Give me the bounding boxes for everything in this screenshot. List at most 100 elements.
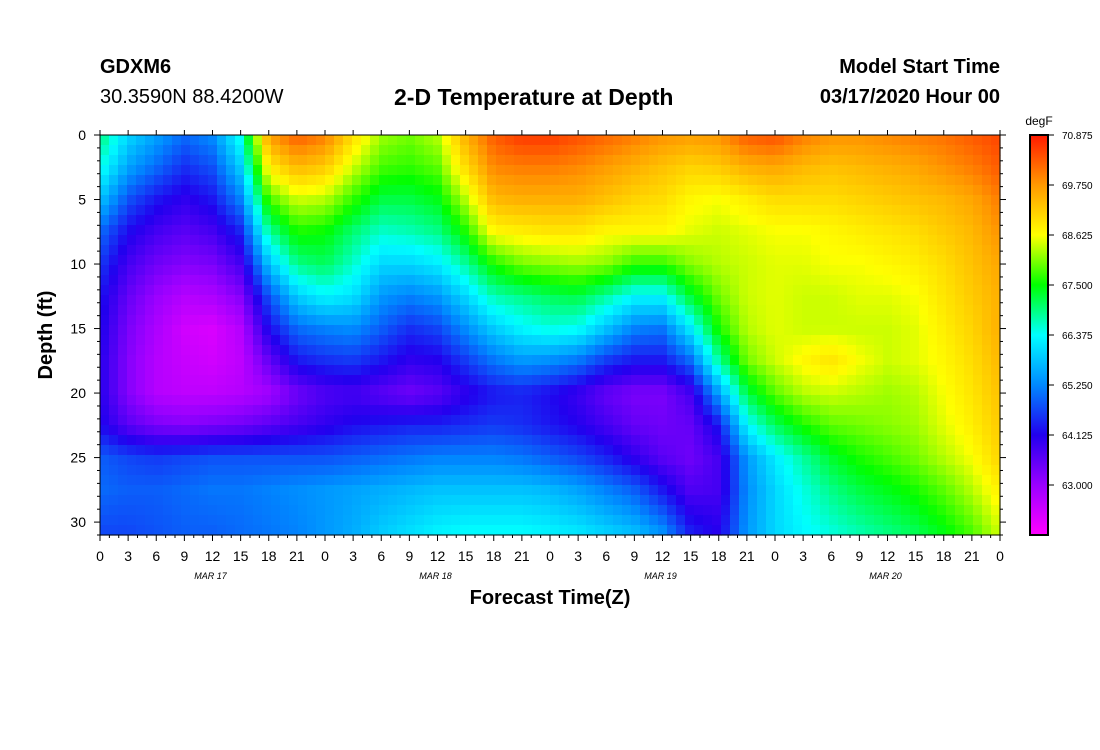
heatmap-cell xyxy=(676,265,686,276)
heatmap-cell xyxy=(235,275,245,286)
heatmap-cell xyxy=(163,485,173,496)
heatmap-cell xyxy=(253,355,263,366)
heatmap-cell xyxy=(712,305,722,316)
heatmap-cell xyxy=(136,155,146,166)
heatmap-cell xyxy=(928,385,938,396)
heatmap-cell xyxy=(361,505,371,516)
heatmap-cell xyxy=(622,135,632,146)
heatmap-cell xyxy=(271,415,281,426)
heatmap-cell xyxy=(982,245,992,256)
heatmap-cell xyxy=(370,145,380,156)
colorbar-label: 69.750 xyxy=(1062,181,1093,192)
heatmap-cell xyxy=(748,165,758,176)
heatmap-cell xyxy=(451,375,461,386)
heatmap-cell xyxy=(955,445,965,456)
x-axis: 0 3 6 9 12 15 18 21 0 3 6 9 12 15 18 21 0 3 6 9 12 15 18 21 0 3 6 9… xyxy=(96,130,1004,581)
heatmap-cell xyxy=(307,265,317,276)
heatmap-cell xyxy=(505,315,515,326)
heatmap-cell xyxy=(136,275,146,286)
heatmap-cell xyxy=(280,265,290,276)
heatmap-cell xyxy=(136,445,146,456)
heatmap-cell xyxy=(442,475,452,486)
heatmap-cell xyxy=(289,355,299,366)
heatmap-cell xyxy=(262,335,272,346)
heatmap-cell xyxy=(199,175,209,186)
heatmap-cell xyxy=(568,525,578,536)
heatmap-cell xyxy=(523,305,533,316)
heatmap-cell xyxy=(694,215,704,226)
heatmap-cell xyxy=(775,415,785,426)
heatmap-cell xyxy=(532,295,542,306)
heatmap-cell xyxy=(856,295,866,306)
heatmap-cell xyxy=(208,285,218,296)
heatmap-cell xyxy=(424,525,434,536)
heatmap-cell xyxy=(190,375,200,386)
heatmap-cell xyxy=(145,215,155,226)
heatmap-cell xyxy=(928,305,938,316)
heatmap-cell xyxy=(973,255,983,266)
heatmap-cell xyxy=(748,345,758,356)
heatmap-cell xyxy=(964,435,974,446)
heatmap-cell xyxy=(955,465,965,476)
heatmap-cell xyxy=(613,335,623,346)
heatmap-cell xyxy=(379,205,389,216)
heatmap-cell xyxy=(595,395,605,406)
heatmap-cell xyxy=(406,395,416,406)
heatmap-cell xyxy=(235,365,245,376)
heatmap-cell xyxy=(361,365,371,376)
heatmap-cell xyxy=(505,495,515,506)
heatmap-cell xyxy=(703,185,713,196)
heatmap-cell xyxy=(316,505,326,516)
heatmap-cell xyxy=(721,385,731,396)
heatmap-cell xyxy=(982,165,992,176)
heatmap-cell xyxy=(811,435,821,446)
heatmap-cell xyxy=(874,345,884,356)
heatmap-cell xyxy=(829,295,839,306)
heatmap-cell xyxy=(208,145,218,156)
heatmap-cell xyxy=(811,375,821,386)
heatmap-cell xyxy=(721,495,731,506)
heatmap-cell xyxy=(316,325,326,336)
heatmap-cell xyxy=(496,235,506,246)
heatmap-cell xyxy=(730,345,740,356)
heatmap-cell xyxy=(991,295,1001,306)
heatmap-cell xyxy=(226,525,236,536)
heatmap-cell xyxy=(352,225,362,236)
heatmap-cell xyxy=(343,415,353,426)
heatmap-cell xyxy=(505,145,515,156)
heatmap-cell xyxy=(136,335,146,346)
heatmap-cell xyxy=(514,295,524,306)
heatmap-cell xyxy=(820,265,830,276)
heatmap-cell xyxy=(838,515,848,526)
heatmap-cell xyxy=(982,255,992,266)
heatmap-cell xyxy=(226,435,236,446)
heatmap-cell xyxy=(613,195,623,206)
heatmap-cell xyxy=(226,275,236,286)
heatmap-cell xyxy=(577,295,587,306)
heatmap-cell xyxy=(496,145,506,156)
heatmap-cell xyxy=(451,215,461,226)
heatmap-cell xyxy=(118,335,128,346)
heatmap-cell xyxy=(721,315,731,326)
heatmap-cell xyxy=(712,515,722,526)
heatmap-cell xyxy=(163,265,173,276)
heatmap-cell xyxy=(955,305,965,316)
heatmap-cell xyxy=(829,225,839,236)
heatmap-cell xyxy=(523,255,533,266)
heatmap-cell xyxy=(514,375,524,386)
heatmap-cell xyxy=(820,335,830,346)
heatmap-cell xyxy=(901,425,911,436)
heatmap-cell xyxy=(496,225,506,236)
heatmap-cell xyxy=(964,465,974,476)
heatmap-cell xyxy=(775,195,785,206)
heatmap-cell xyxy=(217,195,227,206)
heatmap-cell xyxy=(154,245,164,256)
heatmap-cell xyxy=(811,185,821,196)
heatmap-cell xyxy=(523,445,533,456)
heatmap-cell xyxy=(145,405,155,416)
heatmap-cell xyxy=(487,495,497,506)
heatmap-cell xyxy=(145,315,155,326)
heatmap-cell xyxy=(631,255,641,266)
heatmap-cell xyxy=(505,475,515,486)
heatmap-cell xyxy=(379,365,389,376)
